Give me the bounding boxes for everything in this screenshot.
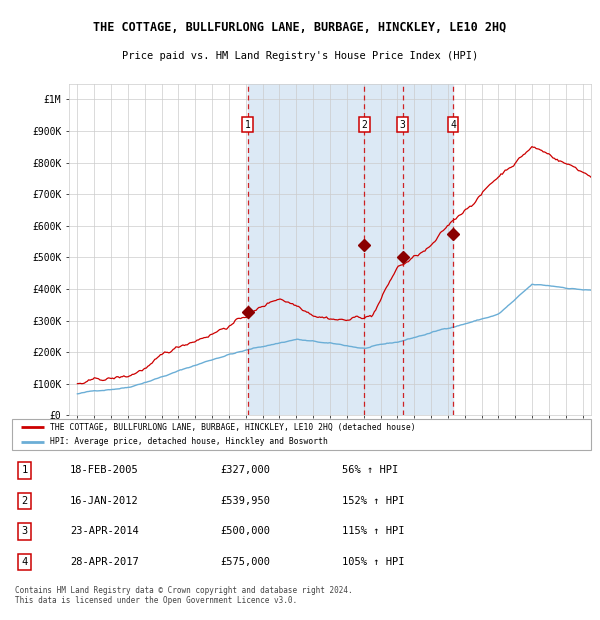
- Text: 152% ↑ HPI: 152% ↑ HPI: [342, 496, 404, 506]
- Text: Contains HM Land Registry data © Crown copyright and database right 2024.
This d: Contains HM Land Registry data © Crown c…: [15, 586, 353, 605]
- Text: THE COTTAGE, BULLFURLONG LANE, BURBAGE, HINCKLEY, LE10 2HQ (detached house): THE COTTAGE, BULLFURLONG LANE, BURBAGE, …: [50, 423, 415, 432]
- Text: 105% ↑ HPI: 105% ↑ HPI: [342, 557, 404, 567]
- Text: £539,950: £539,950: [220, 496, 271, 506]
- Text: 2: 2: [22, 496, 28, 506]
- Text: 18-FEB-2005: 18-FEB-2005: [70, 466, 139, 476]
- Text: 3: 3: [400, 120, 406, 130]
- Text: £500,000: £500,000: [220, 526, 271, 536]
- Text: 23-APR-2014: 23-APR-2014: [70, 526, 139, 536]
- Text: 16-JAN-2012: 16-JAN-2012: [70, 496, 139, 506]
- Text: 1: 1: [245, 120, 251, 130]
- Bar: [248, 84, 453, 415]
- Text: 115% ↑ HPI: 115% ↑ HPI: [342, 526, 404, 536]
- Text: 4: 4: [450, 120, 456, 130]
- Text: 4: 4: [22, 557, 28, 567]
- Text: 28-APR-2017: 28-APR-2017: [70, 557, 139, 567]
- Text: 3: 3: [22, 526, 28, 536]
- Text: 1: 1: [22, 466, 28, 476]
- Text: £575,000: £575,000: [220, 557, 271, 567]
- Text: THE COTTAGE, BULLFURLONG LANE, BURBAGE, HINCKLEY, LE10 2HQ: THE COTTAGE, BULLFURLONG LANE, BURBAGE, …: [94, 22, 506, 34]
- Text: £327,000: £327,000: [220, 466, 271, 476]
- Text: 56% ↑ HPI: 56% ↑ HPI: [342, 466, 398, 476]
- Text: Price paid vs. HM Land Registry's House Price Index (HPI): Price paid vs. HM Land Registry's House …: [122, 51, 478, 61]
- Text: 2: 2: [361, 120, 367, 130]
- Text: HPI: Average price, detached house, Hinckley and Bosworth: HPI: Average price, detached house, Hinc…: [50, 437, 328, 446]
